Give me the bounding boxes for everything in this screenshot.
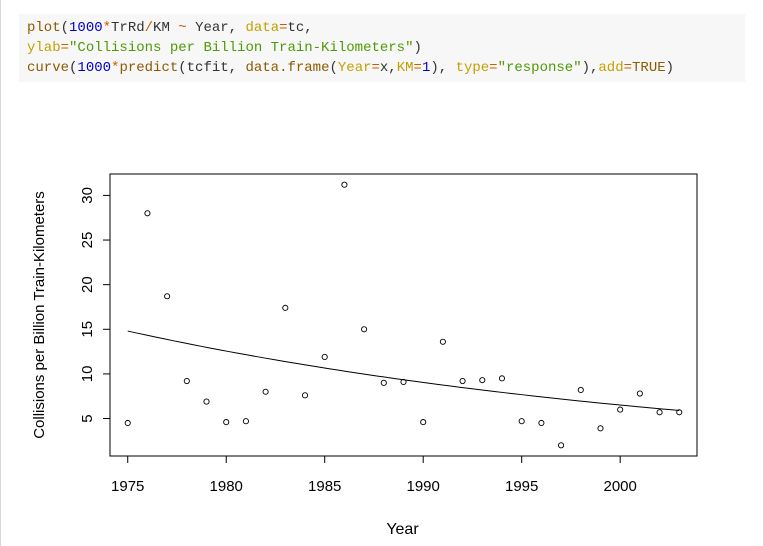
code-token: * [102,20,112,36]
x-tick-label: 2000 [603,478,636,495]
data-point [144,210,151,217]
fitted-curve [127,330,680,411]
data-point [420,419,427,426]
code-token: TRUE [632,60,666,76]
code-token: ), [581,60,599,76]
y-tick-label: 10 [79,366,96,383]
code-token: KM [396,60,414,76]
data-point [380,379,387,386]
data-point [459,377,466,385]
data-point [242,418,249,425]
y-tick-label: 5 [79,414,96,422]
code-token: plot [27,20,61,36]
code-line-1: plot(1000*TrRd/KM ~ Year, data=tc, [27,18,737,38]
code-token: Year [337,60,372,76]
code-token: = [60,40,70,56]
data-point [282,304,289,311]
x-tick-label: 1990 [407,478,440,495]
data-point [597,425,604,432]
x-tick-label: 1975 [111,478,144,495]
code-token: = [489,60,498,76]
code-line-3: curve(1000*predict(tcfit, data.frame(Yea… [27,58,737,78]
code-token: = [279,20,288,36]
code-token: ), [430,60,456,76]
code-token: "Collisions per Billion Train-Kilometers… [69,40,414,56]
code-token: tc, [287,20,313,36]
code-token: data.frame [245,60,330,76]
code-token: data [245,20,280,36]
data-point [439,338,446,345]
data-point [341,181,348,188]
data-point [656,409,663,416]
code-token: TrRd [111,20,145,36]
data-point [301,392,309,399]
code-token: = [413,60,422,76]
data-point [518,418,525,425]
data-point [538,419,545,427]
y-tick-label: 30 [79,187,96,204]
code-token: * [111,60,120,76]
data-point [203,398,210,405]
page-left-border [0,0,1,546]
data-point [262,388,269,395]
code-token: ylab [27,40,61,56]
data-point [400,378,407,385]
data-point [124,419,131,427]
code-token: = [623,60,633,76]
code-token: add [598,60,624,76]
y-tick-label: 25 [79,232,96,249]
code-token: 1000 [69,20,103,36]
y-axis-title: Collisions per Billion Train-Kilometers [31,191,48,439]
code-token: ) [413,40,422,56]
x-tick-label: 1980 [210,478,243,495]
data-point [223,419,230,426]
data-point [636,390,643,397]
data-point [361,326,368,333]
data-point [498,375,506,382]
data-point [577,386,584,394]
data-point [321,353,328,360]
y-tick-label: 15 [79,321,96,338]
x-axis-title: Year [386,521,419,538]
code-token: ( [329,60,338,76]
data-point [558,442,565,449]
code-token: 1 [421,60,431,76]
code-token: KM [153,20,179,36]
plot-box [109,173,698,457]
code-token: / [144,20,154,36]
code-token: (tcfit, [178,60,246,76]
data-point [183,377,190,385]
data-point [164,293,171,300]
code-token: ) [665,60,675,76]
code-token: Year, [186,20,246,36]
code-token: 1000 [77,60,112,76]
code-token: = [371,60,380,76]
data-point [676,409,683,416]
code-token: curve [27,60,70,76]
y-tick-label: 20 [79,276,96,293]
code-token: predict [119,60,179,76]
code-token: x, [379,60,397,76]
code-token: type [455,60,490,76]
data-point [617,406,624,413]
x-tick-label: 1985 [308,478,341,495]
data-point [479,377,486,384]
code-line-2: ylab="Collisions per Billion Train-Kilom… [27,38,737,58]
code-token: "response" [497,60,582,76]
code-block: plot(1000*TrRd/KM ~ Year, data=tc, ylab="… [19,14,745,82]
code-token: ( [69,60,78,76]
code-token: ( [60,20,70,36]
code-token: ~ [178,20,187,36]
x-tick-label: 1995 [505,478,538,495]
